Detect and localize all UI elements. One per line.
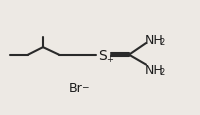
Text: 2: 2 bbox=[160, 37, 165, 46]
Text: +: + bbox=[106, 54, 113, 63]
Text: 2: 2 bbox=[160, 67, 165, 76]
Text: −: − bbox=[81, 81, 89, 90]
Text: S: S bbox=[98, 48, 107, 62]
Text: Br: Br bbox=[69, 81, 83, 94]
Text: NH: NH bbox=[145, 33, 164, 46]
Text: NH: NH bbox=[145, 63, 164, 76]
